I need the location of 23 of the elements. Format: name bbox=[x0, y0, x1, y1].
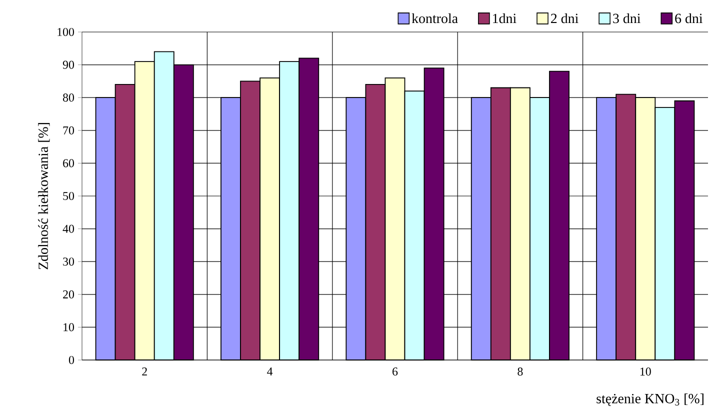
x-tick-label: 2 bbox=[142, 368, 147, 376]
y-tick-label: 0 bbox=[68, 356, 74, 364]
x-tick-label: 6 bbox=[392, 368, 398, 376]
x-tick-label: 10 bbox=[640, 368, 651, 376]
y-tick-label: 90 bbox=[62, 60, 74, 69]
y-tick-label: 100 bbox=[58, 28, 74, 36]
x-axis-title: stężenie KNO$_{3}$ [%] bbox=[596, 394, 704, 406]
legend-label: 3 dni bbox=[613, 13, 640, 24]
y-tick-label: 20 bbox=[63, 290, 74, 298]
legend-label: 2 dni bbox=[551, 13, 578, 24]
y-tick-label: 80 bbox=[62, 94, 74, 102]
y-tick-label: 70 bbox=[63, 126, 74, 134]
y-tick-label: 40 bbox=[62, 224, 74, 233]
y-axis-title: Zdolność kiełkowania [%] bbox=[38, 123, 50, 270]
x-tick-label: 8 bbox=[518, 368, 523, 376]
y-tick-label: 30 bbox=[63, 258, 74, 266]
y-tick-label: 60 bbox=[63, 159, 74, 168]
legend-label: 6 dni bbox=[675, 13, 703, 24]
x-tick-label: 4 bbox=[267, 368, 273, 376]
legend-label: kontrola bbox=[412, 13, 458, 24]
y-tick-label: 50 bbox=[63, 192, 74, 200]
legend-label: 1dni bbox=[493, 13, 516, 24]
y-tick-label: 10 bbox=[64, 323, 74, 332]
